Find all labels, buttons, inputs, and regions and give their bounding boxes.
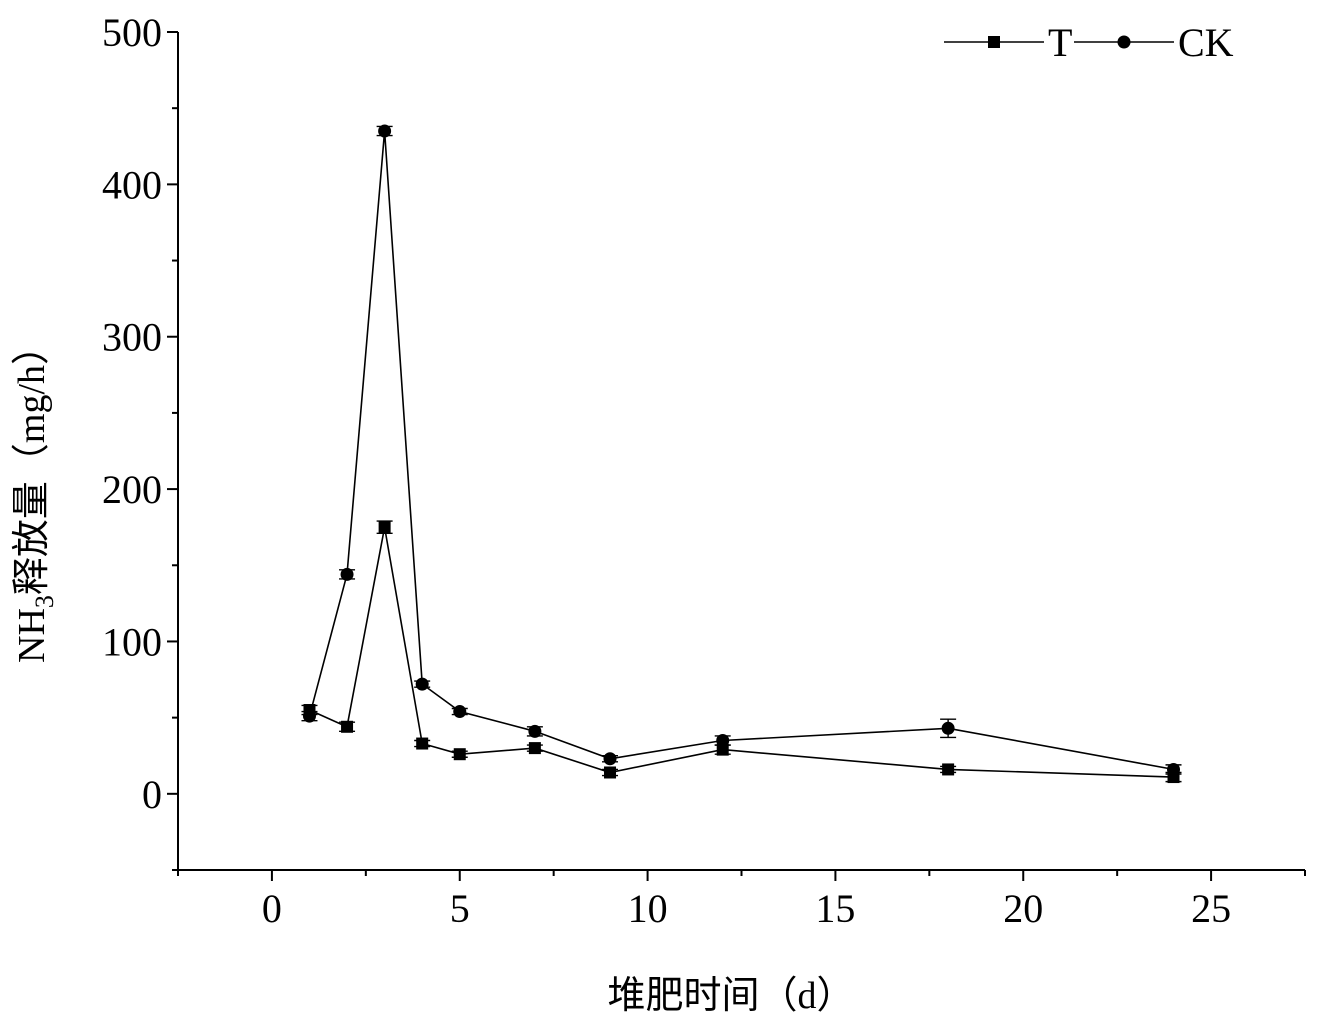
y-axis-title-main: NH — [11, 608, 53, 663]
data-point-circle — [378, 124, 392, 138]
data-point-circle — [453, 705, 467, 719]
y-tick-label: 200 — [102, 467, 162, 512]
series-t — [301, 520, 1182, 784]
data-point-square — [604, 766, 617, 779]
data-point-square — [942, 763, 955, 776]
series-layer — [301, 124, 1182, 784]
data-point-circle — [528, 724, 542, 738]
y-tick-label: 500 — [102, 10, 162, 55]
data-point-circle — [941, 721, 955, 735]
legend-marker-circle — [1117, 35, 1131, 49]
data-point-square — [378, 521, 391, 534]
data-point-circle — [302, 709, 316, 723]
data-point-square — [453, 748, 466, 761]
x-tick-label: 15 — [815, 886, 855, 931]
legend-marker-square — [988, 36, 1000, 48]
y-axis-title: NH3释放量（mg/h） — [11, 327, 59, 663]
data-point-square — [341, 720, 354, 733]
y-axis-title-subscript: 3 — [30, 595, 59, 608]
series-ck — [301, 124, 1182, 776]
x-tick-label: 0 — [262, 886, 282, 931]
y-tick-label: 400 — [102, 162, 162, 207]
data-point-circle — [1167, 762, 1181, 776]
data-point-circle — [716, 733, 730, 747]
legend-item-t: T — [944, 20, 1072, 65]
y-tick-label: 100 — [102, 619, 162, 664]
data-point-circle — [340, 567, 354, 581]
y-axis-title-rest: 释放量（mg/h） — [11, 327, 53, 595]
x-axis-title: 堆肥时间（d） — [607, 975, 854, 1017]
legend-label: T — [1048, 20, 1072, 65]
x-tick-label: 20 — [1003, 886, 1043, 931]
y-tick-label: 0 — [142, 772, 162, 817]
data-point-circle — [415, 677, 429, 691]
data-point-circle — [603, 752, 617, 766]
x-tick-label: 5 — [450, 886, 470, 931]
legend-label: CK — [1178, 20, 1234, 65]
x-tick-label: 10 — [628, 886, 668, 931]
series-line-t — [309, 527, 1174, 778]
x-tick-label: 25 — [1191, 886, 1231, 931]
legend: T CK — [944, 20, 1234, 65]
y-tick-label: 300 — [102, 315, 162, 360]
series-line-ck — [308, 130, 1174, 771]
legend-item-ck: CK — [1074, 20, 1234, 65]
data-point-square — [416, 737, 429, 750]
data-point-square — [716, 743, 729, 756]
data-point-square — [528, 742, 541, 755]
axes: 0 100 200 300 400 500 0 5 10 15 20 25 — [102, 10, 1306, 931]
